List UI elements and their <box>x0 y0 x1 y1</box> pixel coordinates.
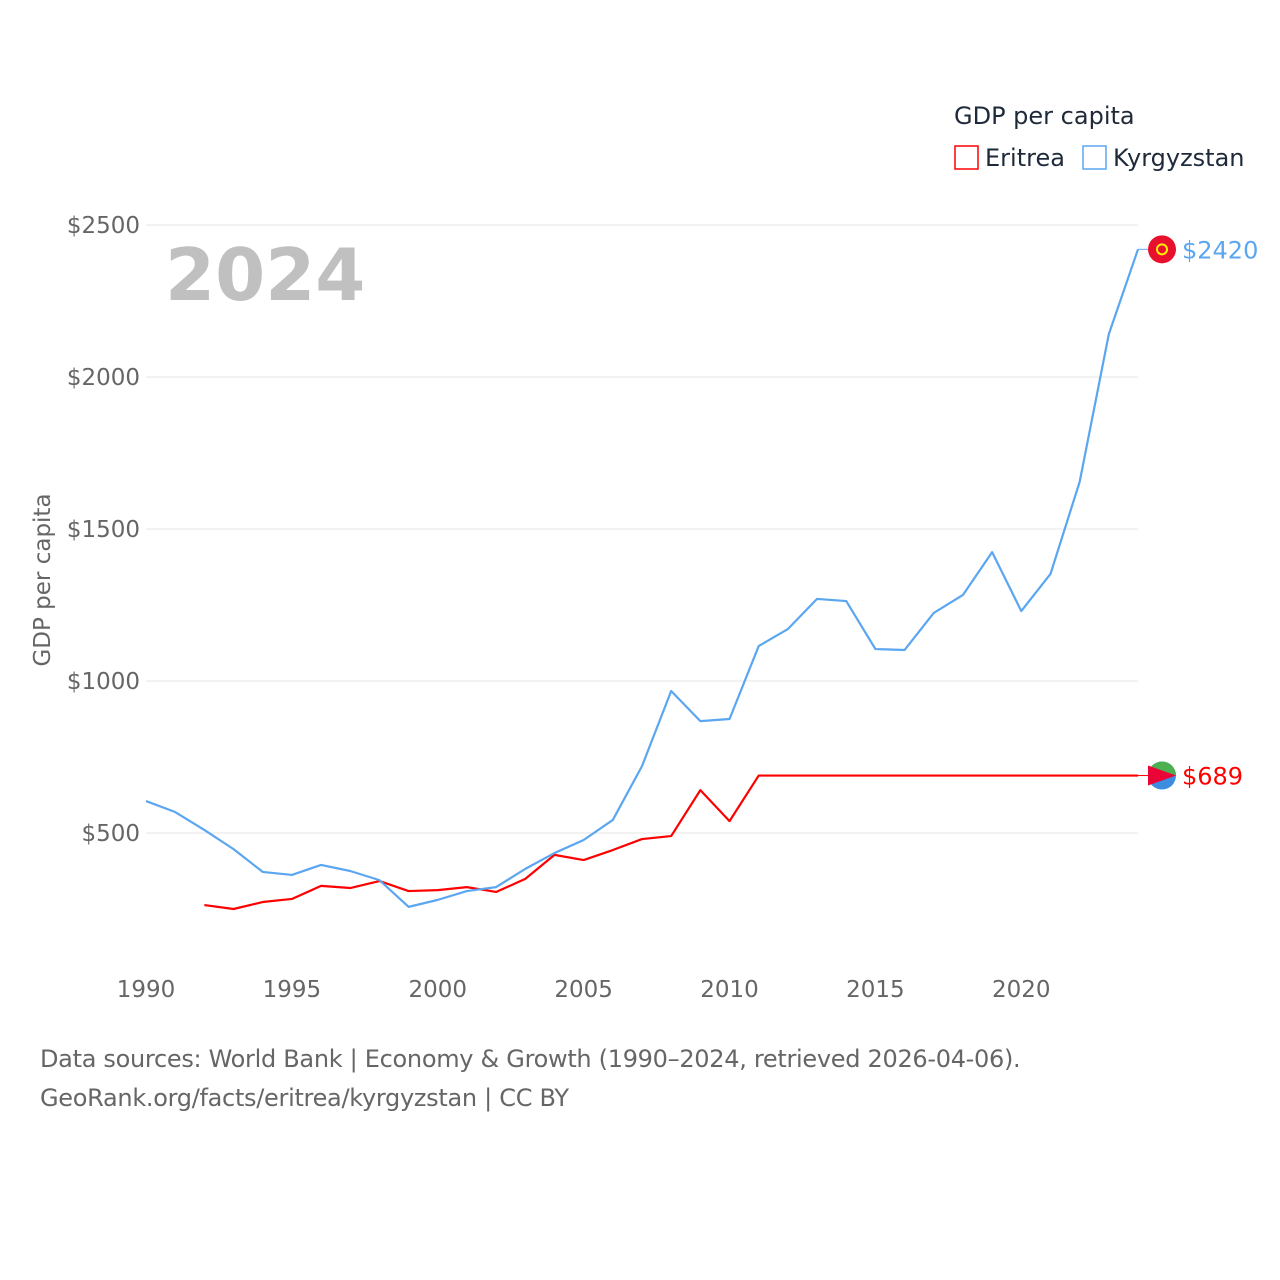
x-tick-label: 2015 <box>846 977 905 1003</box>
y-axis-label: GDP per capita <box>30 493 56 666</box>
x-tick-label: 2000 <box>408 977 467 1003</box>
y-tick-label: $2500 <box>67 213 140 239</box>
y-tick-label: $2000 <box>67 365 140 391</box>
legend-title: GDP per capita <box>954 102 1135 130</box>
year-watermark: 2024 <box>165 233 365 317</box>
legend-label-kyrgyzstan: Kyrgyzstan <box>1113 144 1245 172</box>
flag-kyrgyzstan-icon <box>1148 235 1176 264</box>
x-tick-label: 1990 <box>117 977 176 1003</box>
end-value-label: $689 <box>1182 763 1243 791</box>
flag-eritrea-red <box>1148 765 1176 786</box>
legend-label-eritrea: Eritrea <box>985 144 1065 172</box>
y-tick-label: $1500 <box>67 517 140 543</box>
series-line-eritrea <box>204 774 1138 911</box>
footer-link[interactable]: GeoRank.org/facts/eritrea/kyrgyzstan | C… <box>40 1084 569 1112</box>
x-tick-label: 2020 <box>992 977 1051 1003</box>
x-tick-label: 1995 <box>263 977 322 1003</box>
end-value-label: $2420 <box>1182 236 1258 264</box>
y-tick-label: $1000 <box>67 669 140 695</box>
y-tick-label: $500 <box>81 821 140 847</box>
series-line-kyrgyzstan <box>145 248 1140 908</box>
x-tick-label: 2010 <box>700 977 759 1003</box>
flag-kyrgyzstan-sun <box>1156 243 1168 256</box>
x-tick-label: 2005 <box>554 977 613 1003</box>
legend-swatch-eritrea <box>954 145 979 170</box>
legend-swatch-kyrgyzstan <box>1082 145 1107 170</box>
footer-sources: Data sources: World Bank | Economy & Gro… <box>40 1045 1021 1073</box>
